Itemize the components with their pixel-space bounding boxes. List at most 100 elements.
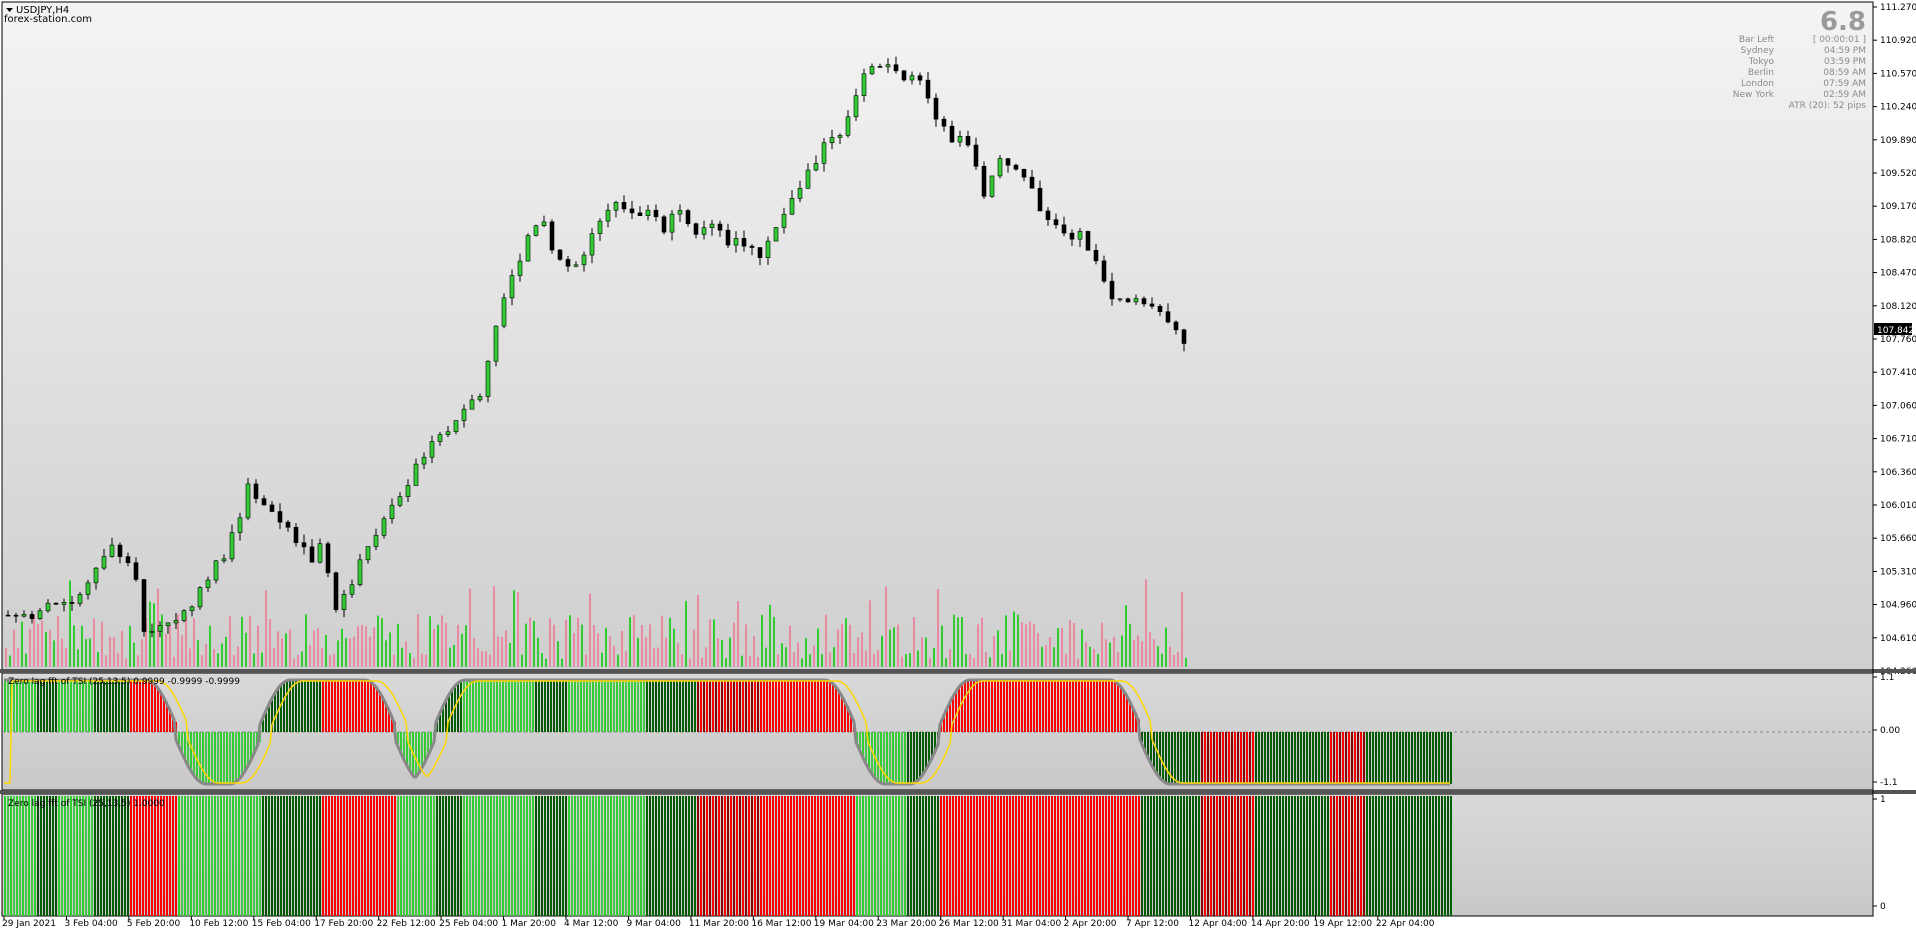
indicator-1-bar bbox=[460, 681, 462, 732]
volume-bar bbox=[677, 643, 679, 667]
indicator-2-bar bbox=[1048, 796, 1050, 916]
indicator-2-bar bbox=[865, 796, 867, 916]
indicator-1-bar bbox=[1324, 732, 1326, 784]
panel-separator-2[interactable] bbox=[0, 790, 1916, 794]
indicator-1-bar bbox=[1348, 732, 1350, 784]
volume-bar bbox=[961, 616, 963, 667]
indicator-1-bar bbox=[865, 732, 867, 762]
indicator-1-bar bbox=[484, 680, 486, 732]
indicator-1-bar bbox=[994, 680, 996, 732]
volume-bar bbox=[305, 614, 307, 667]
indicator-1-bar bbox=[1072, 680, 1074, 732]
indicator-1-bar bbox=[613, 680, 615, 732]
indicator-1-bar bbox=[1402, 732, 1404, 784]
indicator-2-bar bbox=[631, 796, 633, 916]
indicator-2-bar bbox=[643, 796, 645, 916]
indicator-1-bar bbox=[298, 680, 300, 732]
candle-body bbox=[341, 593, 347, 610]
indicator-2-bar bbox=[1309, 796, 1311, 916]
candle-body bbox=[277, 511, 283, 523]
indicator-2-bar bbox=[151, 796, 153, 916]
indicator-1-bar bbox=[355, 680, 357, 732]
indicator-2-bar bbox=[1426, 796, 1428, 916]
indicator-2-bar bbox=[1066, 796, 1068, 916]
indicator-2-bar bbox=[691, 796, 693, 916]
indicator-2-bar bbox=[1000, 796, 1002, 916]
indicator-1-bar bbox=[1000, 680, 1002, 732]
indicator-2-bar bbox=[1147, 796, 1149, 916]
indicator-2-bar bbox=[913, 796, 915, 916]
candle-body bbox=[1077, 231, 1083, 240]
indicator-2-bar bbox=[1327, 796, 1329, 916]
price-axis[interactable]: 111.270 110.920 110.570 110.240 109.890 109.5… bbox=[1873, 3, 1916, 677]
volume-bar bbox=[753, 636, 755, 667]
indicator-1-bar bbox=[160, 691, 162, 732]
candle-body bbox=[13, 614, 19, 617]
indicator-1-bar bbox=[94, 680, 96, 732]
volume-bar bbox=[1169, 646, 1171, 667]
volume-bar bbox=[985, 652, 987, 667]
volume-bar bbox=[901, 656, 903, 667]
indicator-1-bar bbox=[832, 682, 834, 732]
panel-separator-1[interactable] bbox=[0, 669, 1916, 673]
indicator-2-bar bbox=[667, 796, 669, 916]
indicator-1-bar bbox=[1102, 680, 1104, 732]
indicator-2-bar bbox=[607, 796, 609, 916]
volume-bar bbox=[65, 648, 67, 667]
indicator-2-bar bbox=[709, 796, 711, 916]
indicator-1-bar bbox=[616, 680, 618, 732]
indicator-1-bar bbox=[517, 680, 519, 732]
info-panel: 6.8 Bar Left [ 00:00:01 ] Sydney 04:59 PM To… bbox=[1733, 7, 1867, 111]
time-axis[interactable]: 29 Jan 2021 3 Feb 04:00 5 Feb 20:00 10 Feb … bbox=[2, 916, 1435, 929]
volume-bar bbox=[381, 618, 383, 667]
indicator-2-bar bbox=[1117, 796, 1119, 916]
volume-bar bbox=[545, 658, 547, 667]
symbol-menu-icon[interactable] bbox=[6, 8, 13, 12]
indicator-2-bar bbox=[364, 796, 366, 916]
indicator-1-bar bbox=[1045, 680, 1047, 732]
indicator-2-bar bbox=[514, 796, 516, 916]
indicator-1-bar bbox=[628, 680, 630, 732]
indicator-1-bar bbox=[409, 732, 411, 770]
indicator-1-bar bbox=[1069, 680, 1071, 732]
indicator-2-bar bbox=[898, 796, 900, 916]
indicator-1-bar bbox=[124, 680, 126, 732]
volume-bar bbox=[233, 655, 235, 667]
indicator-1-bar bbox=[49, 680, 51, 732]
indicator-2-bar bbox=[382, 796, 384, 916]
indicator-2-bar bbox=[1033, 796, 1035, 916]
indicator-1-bar bbox=[754, 680, 756, 732]
indicator-1-bar bbox=[268, 706, 270, 732]
indicator-1-bar bbox=[973, 680, 975, 732]
volume-bar bbox=[385, 640, 387, 667]
volume-bar bbox=[597, 633, 599, 667]
indicator-2-bar bbox=[340, 796, 342, 916]
volume-bar bbox=[1097, 653, 1099, 667]
volume-bar bbox=[213, 648, 215, 667]
indicator-1-bar bbox=[898, 732, 900, 784]
indicator-1-bar bbox=[136, 680, 138, 732]
indicator-1-bar bbox=[334, 680, 336, 732]
indicator-2-bar bbox=[1261, 796, 1263, 916]
indicator-1-bar bbox=[751, 680, 753, 732]
indicator-2-bar bbox=[805, 796, 807, 916]
indicator-1-bar bbox=[559, 680, 561, 732]
indicator-2-bar bbox=[784, 796, 786, 916]
indicator-2-bar bbox=[517, 796, 519, 916]
indicator-1-bar bbox=[1225, 732, 1227, 784]
indicator-1-bar bbox=[184, 732, 186, 758]
volume-bar bbox=[537, 637, 539, 667]
indicator-1-bar bbox=[874, 732, 876, 777]
indicator-1-bar bbox=[784, 680, 786, 732]
indicator-1-bar bbox=[235, 732, 237, 783]
volume-bar bbox=[513, 590, 515, 667]
indicator-1-bar bbox=[643, 680, 645, 732]
indicator-2-bar bbox=[181, 796, 183, 916]
indicator-1-bar bbox=[151, 681, 153, 732]
indicator-2-bar bbox=[1027, 796, 1029, 916]
indicator-2-bar bbox=[892, 796, 894, 916]
indicator-2-bar bbox=[598, 796, 600, 916]
volume-bar bbox=[589, 593, 591, 667]
